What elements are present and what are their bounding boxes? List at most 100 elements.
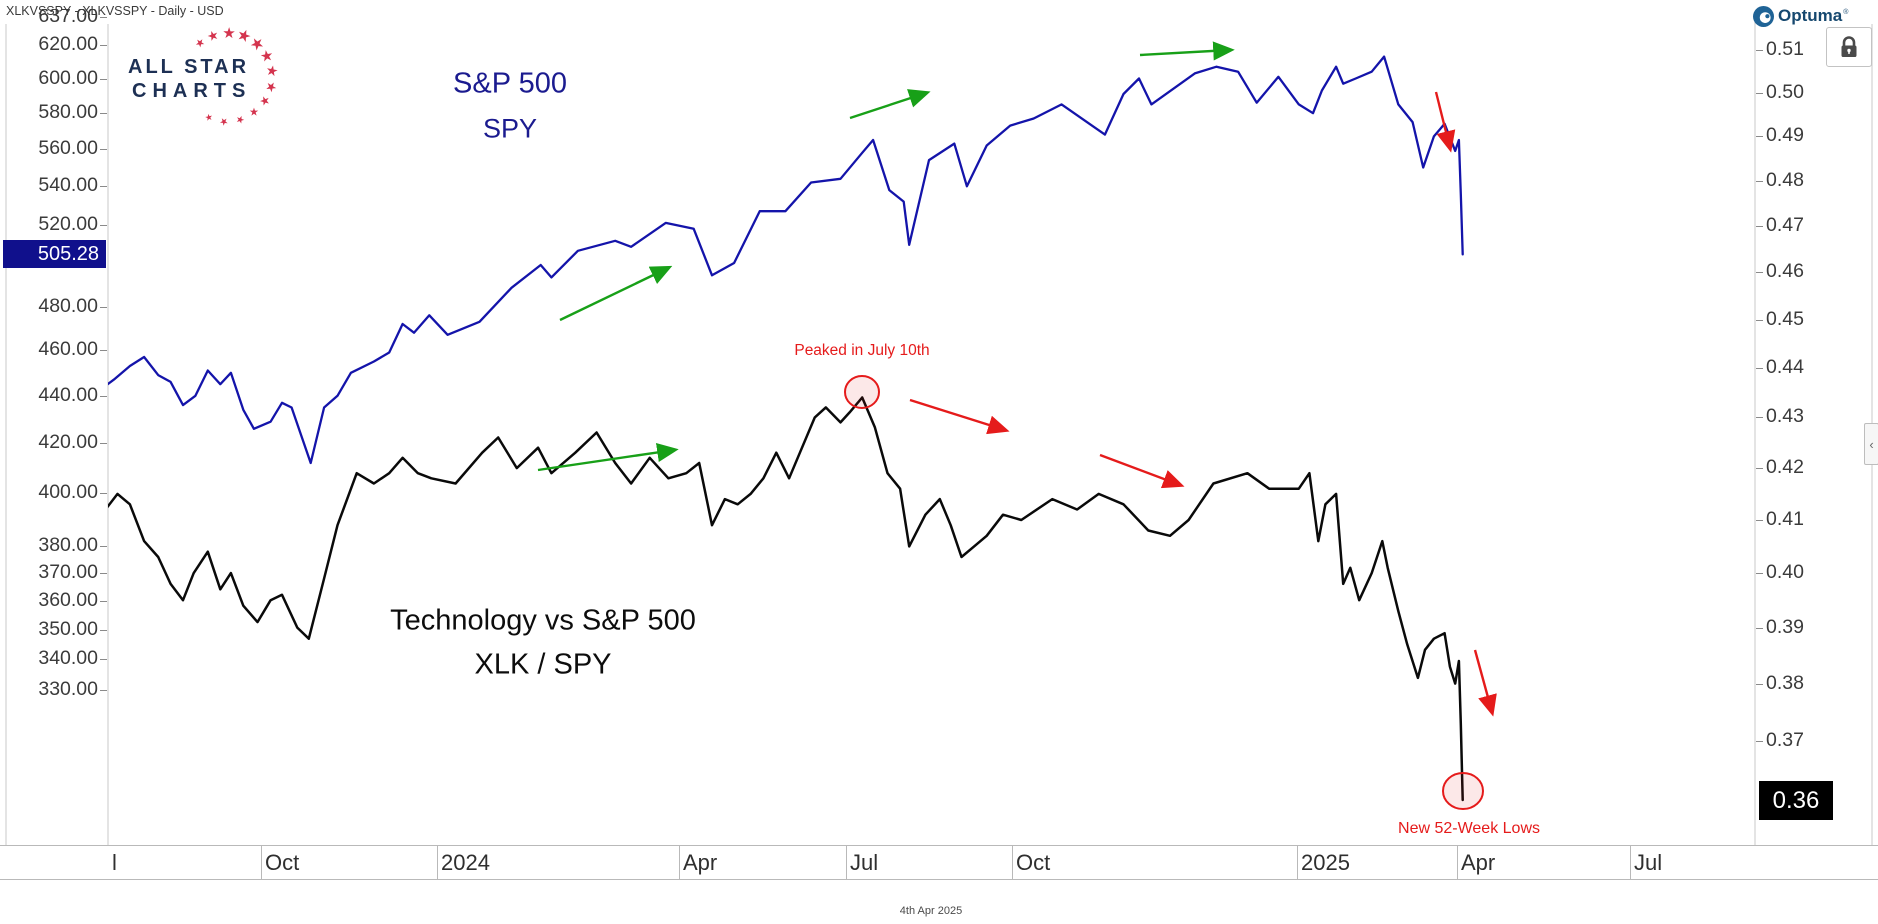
left-axis-label: 400.00: [38, 481, 98, 504]
date-axis-label: 2025: [1301, 850, 1350, 875]
optuma-logo-text: Optuma: [1778, 6, 1843, 25]
date-axis-divider: [846, 846, 847, 879]
date-axis-label: Jul: [850, 850, 879, 875]
left-axis-tick: [100, 45, 107, 46]
right-axis-tick: [1756, 627, 1763, 629]
star-icon: ★: [255, 92, 274, 110]
star-icon: ★: [262, 79, 280, 95]
star-icon: ★: [203, 111, 215, 124]
collapse-panel-button[interactable]: ‹: [1864, 423, 1878, 465]
left-axis-label: 380.00: [38, 533, 98, 556]
right-axis-label: 0.41: [1766, 507, 1804, 530]
left-axis-tick: [100, 629, 107, 631]
date-axis[interactable]: l Oct 2024 Apr Jul Oct 2025 Apr Jul: [0, 845, 1878, 880]
right-axis-tick: [1756, 367, 1763, 369]
right-axis-label: 0.38: [1766, 671, 1804, 694]
left-axis-label: 460.00: [38, 338, 98, 361]
ratio-ticker-label: XLK / SPY: [474, 648, 612, 681]
right-axis-label: 0.37: [1766, 729, 1804, 751]
optuma-logo: Optuma ®: [1752, 4, 1848, 28]
star-icon: ★: [234, 112, 246, 126]
chart-title: XLKVSSPY - XLKVSSPY - Daily - USD: [6, 4, 224, 18]
right-axis-tick: [1756, 180, 1763, 182]
low-annotation-text: New 52-Week Lows: [1398, 820, 1540, 837]
lock-button[interactable]: [1826, 27, 1872, 67]
left-axis-tick: [100, 78, 107, 80]
left-axis-tick: [100, 443, 107, 445]
xlk-spy-ratio-line[interactable]: [102, 396, 1464, 802]
right-axis-label: 0.45: [1766, 307, 1804, 330]
date-axis-label: Oct: [265, 850, 300, 875]
downtrend-arrow: [909, 398, 1010, 435]
right-axis-label: 0.46: [1766, 260, 1804, 283]
date-axis-divider: [1630, 846, 1631, 879]
right-axis-label: 0.49: [1766, 124, 1804, 147]
left-axis-label: 600.00: [38, 66, 98, 89]
left-axis-label: 420.00: [38, 431, 98, 454]
right-axis-label: 0.47: [1766, 213, 1804, 236]
date-axis-label: Apr: [1461, 850, 1496, 875]
lock-icon: [1841, 36, 1857, 57]
right-axis-label: 0.51: [1766, 38, 1804, 60]
date-axis-divider: [1457, 846, 1458, 879]
chevron-left-icon: ‹: [1869, 436, 1874, 452]
right-axis-tick: [1756, 50, 1763, 51]
downtrend-arrow: [1099, 453, 1185, 489]
left-axis-tick: [100, 493, 107, 495]
left-axis-label: 540.00: [38, 174, 98, 197]
footer-date: 4th Apr 2025: [899, 905, 963, 917]
left-axis-tick: [100, 690, 107, 691]
star-icon: ★: [246, 104, 262, 120]
date-axis-label: 2024: [441, 850, 490, 875]
ratio-last-value-badge: 0.36: [1759, 781, 1833, 820]
left-axis-label: 330.00: [38, 678, 98, 700]
right-axis-label: 0.42: [1766, 456, 1804, 479]
highlight-circle: [1442, 772, 1484, 810]
star-icon: ★: [192, 35, 208, 52]
right-axis-tick: [1756, 573, 1763, 575]
left-axis-label: 520.00: [38, 212, 98, 235]
titlebar: XLKVSSPY - XLKVSSPY - Daily - USD: [0, 0, 1878, 22]
date-axis-label: Oct: [1016, 850, 1051, 875]
spy-last-price-badge: 505.28: [3, 240, 106, 269]
right-axis-tick: [1756, 468, 1763, 470]
date-axis-label: Apr: [683, 850, 718, 875]
right-axis-label: 0.44: [1766, 355, 1804, 378]
right-axis-tick: [1756, 272, 1763, 274]
sp500-series-label: S&P 500: [453, 67, 567, 100]
right-axis-tick: [1756, 519, 1763, 521]
uptrend-arrow: [1139, 41, 1235, 61]
left-axis-label: 340.00: [38, 647, 98, 670]
star-icon: ★: [263, 63, 281, 79]
left-axis-tick: [100, 572, 107, 574]
left-axis-tick: [100, 395, 107, 397]
right-axis-label: 0.39: [1766, 615, 1804, 638]
right-axis-tick: [1756, 741, 1763, 742]
right-axis-tick: [1756, 92, 1763, 94]
peak-annotation-text: Peaked in July 10th: [794, 342, 930, 359]
date-axis-divider: [261, 846, 262, 879]
right-axis-tick: [1756, 225, 1763, 227]
ratio-series-label: Technology vs S&P 500: [390, 604, 696, 637]
right-axis-tick: [1756, 683, 1763, 685]
allstarcharts-logo-text-2: CHARTS: [132, 80, 252, 102]
left-axis-label: 620.00: [38, 33, 98, 55]
left-axis-label: 560.00: [38, 137, 98, 160]
left-axis-label: 370.00: [38, 560, 98, 583]
left-axis-tick: [100, 224, 107, 226]
left-axis-label: 637.00: [38, 9, 98, 28]
left-axis-tick: [100, 17, 107, 19]
spy-price-line[interactable]: [102, 55, 1464, 465]
date-axis-divider: [1012, 846, 1013, 879]
highlight-circle: [844, 375, 880, 409]
left-axis-tick: [100, 149, 107, 151]
left-axis-label: 360.00: [38, 589, 98, 611]
left-axis-tick: [100, 350, 107, 352]
date-axis-divider: [679, 846, 680, 879]
right-axis-tick: [1756, 319, 1763, 321]
left-price-axis[interactable]: 637.00 620.00 600.00 580.00 560.00 540.00 520.…: [0, 9, 108, 845]
right-ratio-axis[interactable]: 0.51 0.50 0.49 0.48 0.47 0.46 0.45 0.44 0.43 0.42…: [1755, 9, 1875, 869]
allstarcharts-logo-text-1: ALL STAR: [128, 56, 250, 78]
star-icon: ★: [221, 24, 236, 43]
